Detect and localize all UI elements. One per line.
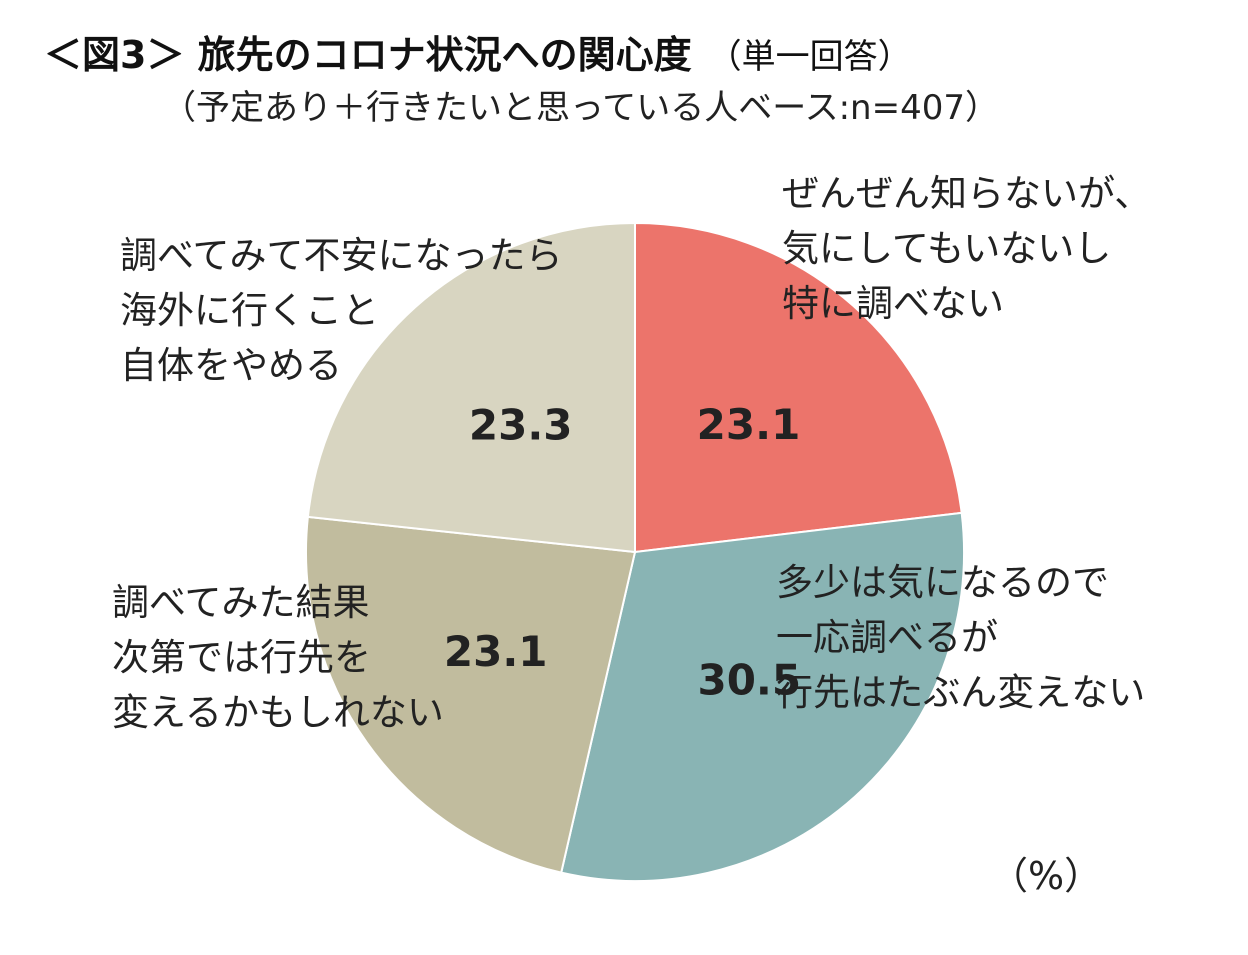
title-note: （単一回答） [707,37,912,77]
slice-label-line: 調べてみて不安になったら [120,234,563,277]
slice-label-line: 気にしてもいないし [782,227,1112,270]
slice-label-line: 海外に行くこと [120,289,379,332]
unit-label: （%） [990,854,1103,898]
slice-label-line: ぜんぜん知らないが、 [782,172,1152,215]
slice-value-0: 23.1 [697,400,801,449]
slice-label-line: 次第では行先を [112,636,371,679]
chart-title: ＜図3＞ 旅先のコロナ状況への関心度 （単一回答） [44,24,912,79]
slice-label-line: 自体をやめる [120,344,342,387]
pie-value-labels: 23.1 30.5 23.1 23.3 [444,400,801,704]
slice-label-2: 調べてみた結果 次第では行先を 変えるかもしれない [112,575,444,740]
slice-value-2: 23.1 [444,627,548,676]
slice-label-3: 調べてみて不安になったら 海外に行くこと 自体をやめる [120,228,563,393]
slice-value-3: 23.3 [469,401,573,450]
pie-slice-0 [634,221,963,554]
slice-label-0: ぜんぜん知らないが、 気にしてもいないし 特に調べない [782,166,1151,331]
slice-label-line: 多少は気になるので [776,561,1109,604]
pie-slice-2 [305,515,637,874]
pie-slices [305,221,965,883]
slice-label-line: 行先はたぶん変えない [776,671,1146,714]
title-text: ＜図3＞ 旅先のコロナ状況への関心度 [44,33,692,77]
slice-label-1: 多少は気になるので 一応調べるが 行先はたぶん変えない [776,555,1145,720]
pie-slice-1 [560,511,965,883]
slice-label-line: 調べてみた結果 [112,581,370,624]
slice-value-1: 30.5 [697,655,801,704]
chart-subtitle: （予定あり＋行きたいと思っている人ベース:n=407） [162,88,999,128]
pie-slice-3 [306,221,636,554]
slice-label-line: 特に調べない [782,282,1004,325]
slice-label-line: 変えるかもしれない [112,691,444,734]
slice-label-line: 一応調べるが [776,616,998,659]
